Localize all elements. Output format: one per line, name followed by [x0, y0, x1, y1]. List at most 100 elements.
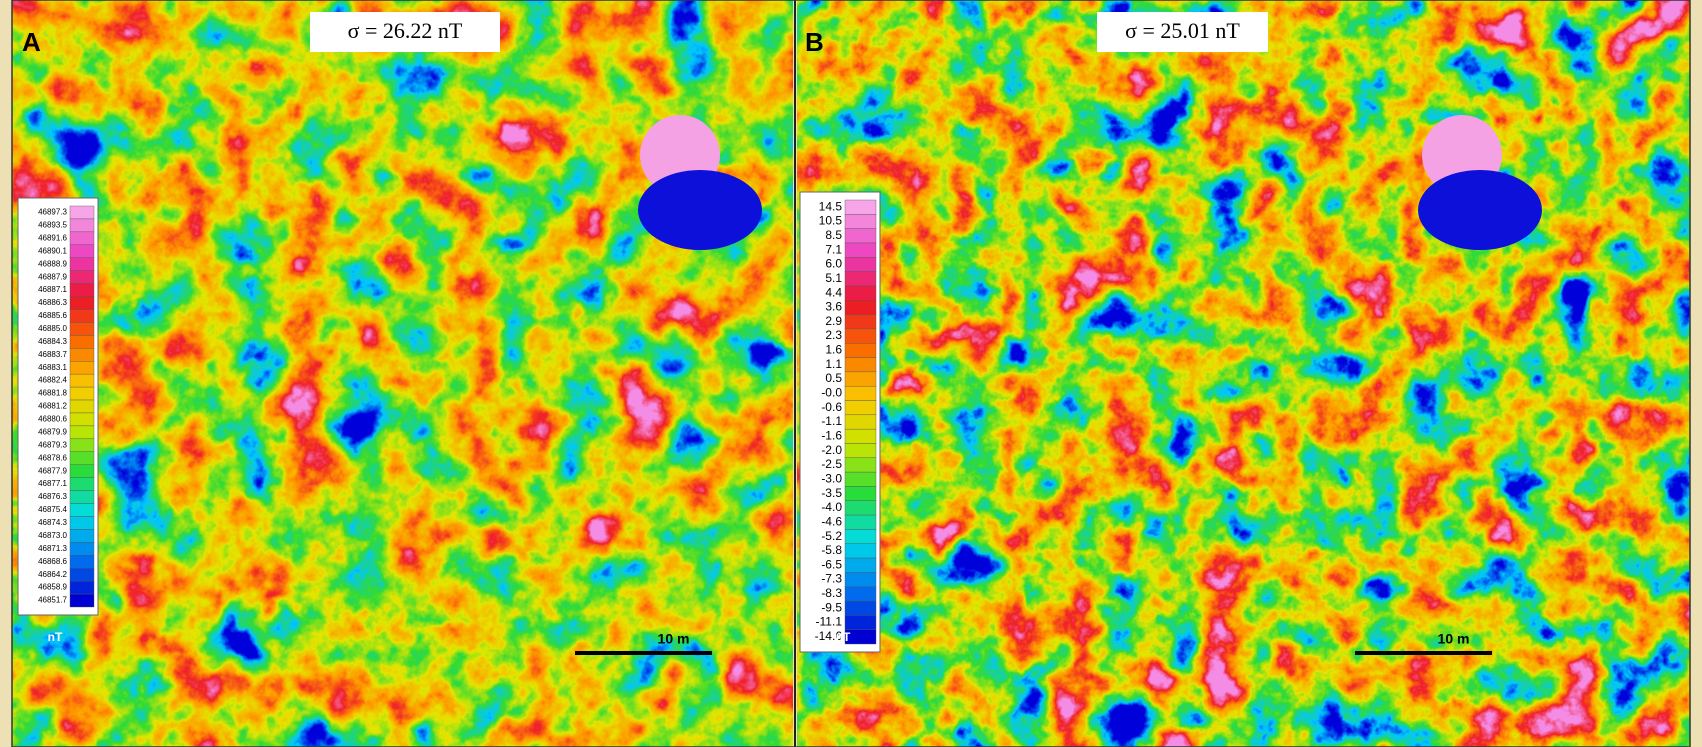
legend-swatch	[845, 443, 876, 457]
legend-label: 46875.4	[38, 505, 67, 514]
legend-swatch	[70, 516, 94, 529]
legend-swatch	[70, 465, 94, 478]
legend-swatch	[70, 529, 94, 542]
legend-swatch	[70, 452, 94, 465]
legend-swatch	[70, 245, 94, 258]
legend-label: 2.9	[825, 314, 842, 328]
legend-swatch	[70, 504, 94, 517]
legend-label: -1.1	[821, 414, 842, 428]
legend-swatch	[70, 232, 94, 245]
legend-swatch	[845, 615, 876, 629]
legend-swatch	[845, 458, 876, 472]
legend-swatch	[70, 348, 94, 361]
legend-swatch	[845, 200, 876, 214]
legend-swatch	[70, 258, 94, 271]
legend-swatch	[845, 401, 876, 415]
legend-swatch	[845, 257, 876, 271]
legend-label: 46884.3	[38, 337, 67, 346]
legend-swatch	[70, 413, 94, 426]
legend-swatch	[845, 272, 876, 286]
scale-label: 10 m	[658, 631, 690, 647]
legend-label: 46881.8	[38, 389, 67, 398]
panel-label: A	[22, 27, 41, 57]
legend-swatch	[845, 486, 876, 500]
legend-swatch	[845, 587, 876, 601]
legend-swatch	[70, 400, 94, 413]
legend-label: -3.5	[821, 486, 842, 500]
map-b	[797, 0, 1690, 747]
legend-label: 46887.9	[38, 272, 67, 281]
legend-swatch	[70, 309, 94, 322]
legend-swatch	[845, 358, 876, 372]
legend-label: -3.0	[821, 471, 842, 485]
legend-swatch	[70, 297, 94, 310]
legend-label: 46879.3	[38, 440, 67, 449]
legend-label: 1.1	[825, 357, 842, 371]
legend-label: 46887.1	[38, 285, 67, 294]
legend-label: 7.1	[825, 242, 842, 256]
legend-label: 46871.3	[38, 544, 67, 553]
legend-label: 46890.1	[38, 246, 67, 255]
legend-label: -5.8	[821, 543, 842, 557]
legend-swatch	[845, 601, 876, 615]
legend-label: -11.1	[816, 615, 843, 629]
legend-swatch	[70, 322, 94, 335]
legend-label: 46877.1	[38, 479, 67, 488]
legend-label: -4.6	[821, 514, 842, 528]
legend-swatch	[70, 555, 94, 568]
legend-label: -7.3	[821, 572, 842, 586]
legend-swatch	[70, 335, 94, 348]
unit-label: nT	[836, 630, 851, 644]
legend-label: 46893.5	[38, 221, 67, 230]
legend-swatch	[845, 343, 876, 357]
legend-label: 46888.9	[38, 259, 67, 268]
figure: Aσ = 26.22 nT46897.346893.546891.646890.…	[0, 0, 1702, 747]
panel-label: B	[805, 27, 824, 57]
legend-swatch	[70, 387, 94, 400]
legend-swatch	[70, 206, 94, 219]
legend-swatch	[845, 315, 876, 329]
legend-swatch	[845, 214, 876, 228]
legend-label: 46897.3	[38, 208, 67, 217]
legend-label: 46880.6	[38, 415, 67, 424]
legend-swatch	[70, 439, 94, 452]
legend-label: -5.2	[821, 529, 842, 543]
legend-label: 4.4	[825, 285, 842, 299]
legend-label: 46851.7	[38, 596, 67, 605]
legend-label: 2.3	[825, 328, 842, 342]
legend-swatch	[70, 271, 94, 284]
legend-swatch	[70, 284, 94, 297]
legend-label: -9.5	[821, 600, 842, 614]
legend-label: 3.6	[825, 300, 842, 314]
legend-swatch	[845, 472, 876, 486]
legend-label: -0.6	[821, 400, 842, 414]
legend-swatch	[70, 581, 94, 594]
anomaly	[1418, 170, 1542, 250]
legend-swatch	[845, 286, 876, 300]
legend-label: 46874.3	[38, 518, 67, 527]
legend-label: 0.5	[825, 371, 842, 385]
legend-label: -2.5	[821, 457, 842, 471]
legend-label: 10.5	[819, 214, 843, 228]
legend-label: 5.1	[825, 271, 842, 285]
legend-label: 46858.9	[38, 583, 67, 592]
legend-swatch	[845, 529, 876, 543]
legend-label: 46883.1	[38, 363, 67, 372]
legend-swatch	[70, 568, 94, 581]
legend-label: 46873.0	[38, 531, 67, 540]
legend-label: 46879.9	[38, 427, 67, 436]
legend-label: 46881.2	[38, 402, 67, 411]
legend-label: 46891.6	[38, 233, 67, 242]
legend-swatch	[70, 374, 94, 387]
legend-swatch	[845, 415, 876, 429]
legend-swatch	[845, 243, 876, 257]
legend-label: 46864.2	[38, 570, 67, 579]
legend-label: 46886.3	[38, 298, 67, 307]
legend-swatch	[70, 491, 94, 504]
legend-label: -4.0	[821, 500, 842, 514]
legend-swatch	[70, 594, 94, 607]
legend-label: 46885.6	[38, 311, 67, 320]
legend-swatch	[845, 372, 876, 386]
legend-swatch	[845, 544, 876, 558]
legend-swatch	[70, 542, 94, 555]
